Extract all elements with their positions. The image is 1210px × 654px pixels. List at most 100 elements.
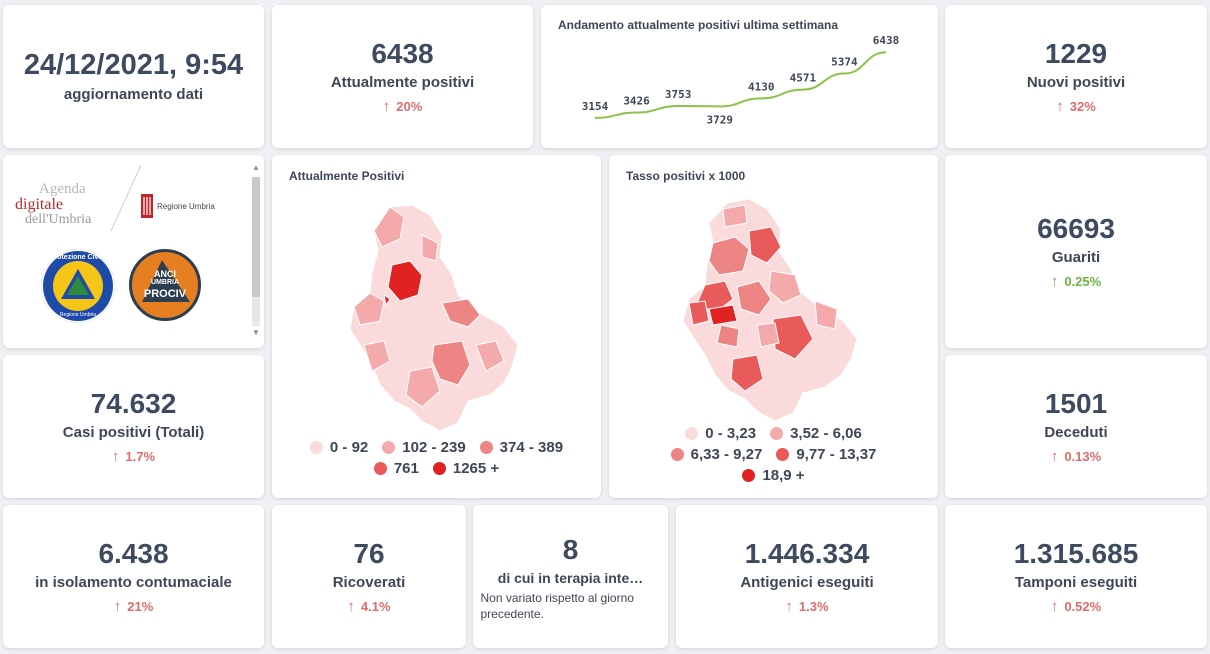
isolamento-delta: ↑ 21% [114,599,154,614]
legend-label: 6,33 - 9,27 [690,446,763,463]
isolamento-delta-value: 21% [127,598,154,614]
positivi-delta-value: 20% [396,98,423,114]
isolamento-label: in isolamento contumaciale [35,573,232,591]
legend-label: 0 - 92 [329,439,369,456]
guariti-value: 66693 [1037,213,1115,245]
update-label: aggiornamento dati [63,85,204,103]
deceduti-card: 1501 Deceduti ↑ 0.13% [945,355,1207,498]
legend-dot [432,462,446,475]
deceduti-delta-value: 0.13% [1064,448,1102,464]
protezione-civile-logo[interactable]: Protezione Civile Regione Umbria [41,249,115,323]
regione-umbria-text: Regione Umbria [157,201,215,211]
guariti-card: 66693 Guariti ↑ 0.25% [945,155,1207,348]
positivi-label: Attualmente positivi [330,73,475,91]
update-datetime: 24/12/2021, 9:54 [23,49,244,82]
agenda-digitale-logo[interactable]: Agenda digitale dell'Umbria [15,182,115,227]
guariti-delta: ↑ 0.25% [1051,274,1101,289]
trend-data-label: 3426 [623,94,650,107]
terapia-label: di cui in terapia inte… [497,569,644,586]
map-positivi-title: Attualmente Positivi [289,169,405,183]
update-card: 24/12/2021, 9:54 aggiornamento dati [3,5,264,148]
ricoverati-label: Ricoverati [332,573,406,591]
trend-data-label: 4571 [790,72,817,85]
terapia-value: 8 [562,534,579,565]
legend-item[interactable]: 6,33 - 9,27 [670,446,763,463]
arrow-up-icon: ↑ [1056,97,1064,115]
trend-data-label: 3154 [582,100,609,113]
anci-triangle-icon [142,260,190,302]
trend-data-label: 6438 [873,34,900,47]
guariti-label: Guariti [1051,248,1101,266]
legend-dot [373,462,387,475]
legend-item[interactable]: 18,9 + [742,467,805,484]
totali-value: 74.632 [90,388,177,420]
scroll-thumb[interactable] [252,177,260,297]
anci-text-2: UMBRIA [151,279,179,287]
map-tasso-title: Tasso positivi x 1000 [626,169,746,183]
deceduti-delta: ↑ 0.13% [1051,449,1101,464]
antigenici-card: 1.446.334 Antigenici eseguiti ↑ 1.3% [676,505,938,648]
divider-line [110,164,142,232]
totali-delta-value: 1.7% [125,448,156,464]
legend-item[interactable]: 374 - 389 [479,439,564,456]
scroll-down-icon[interactable]: ▼ [252,328,260,337]
trend-chart-card: Andamento attualmente positivi ultima se… [541,5,938,148]
map-positivi-card: Attualmente Positivi 0 - 92 102 - 239 37… [272,155,601,498]
arrow-up-icon: ↑ [1050,272,1059,290]
legend-item[interactable]: 1265 + [432,460,499,477]
antigenici-delta: ↑ 1.3% [785,599,828,614]
legend-item[interactable]: 3,52 - 6,06 [770,425,862,442]
legend-label: 9,77 - 13,37 [796,446,877,463]
umbria-map-tasso[interactable] [609,191,938,431]
legend-label: 0 - 3,23 [705,425,757,442]
legend-dot [685,427,699,440]
logos-scrollbar[interactable]: ▲ ▼ [250,163,262,340]
antigenici-value: 1.446.334 [744,538,870,570]
anci-text-1: ANCI [154,269,176,279]
regione-umbria-logo[interactable]: Regione Umbria [140,193,215,219]
arrow-up-icon: ↑ [1050,597,1059,615]
agenda-line2: digitale [15,196,63,213]
tamponi-delta: ↑ 0.52% [1051,599,1101,614]
legend-item[interactable]: 0 - 3,23 [685,425,756,442]
scroll-up-icon[interactable]: ▲ [252,163,260,172]
ricoverati-card: 76 Ricoverati ↑ 4.1% [272,505,466,648]
trend-series-line [594,51,887,119]
map-positivi-legend: 0 - 92 102 - 239 374 - 389 761 1265 + [272,439,601,481]
legend-label: 761 [393,460,419,477]
arrow-up-icon: ↑ [382,97,391,115]
isolamento-value: 6.438 [98,538,169,570]
legend-dot [770,427,784,440]
protezione-bottom-text: Regione Umbria [59,312,97,318]
anci-prociv-logo[interactable]: ANCI UMBRIA PROCIV [129,249,201,321]
legend-label: 3,52 - 6,06 [790,425,862,442]
umbria-map-positivi[interactable] [272,195,601,455]
tamponi-label: Tamponi eseguiti [1014,573,1138,591]
nuovi-delta-value: 32% [1069,98,1096,114]
agenda-line3: dell'Umbria [25,212,92,227]
legend-item[interactable]: 0 - 92 [309,439,369,456]
anci-text-3: PROCIV [143,287,187,300]
trend-chart-title: Andamento attualmente positivi ultima se… [558,18,839,32]
legend-item[interactable]: 9,77 - 13,37 [776,446,876,463]
logos-card: Agenda digitale dell'Umbria Regione Umbr… [3,155,264,348]
legend-dot [309,441,323,454]
legend-item[interactable]: 102 - 239 [382,439,466,456]
legend-dot [670,448,684,461]
totali-label: Casi positivi (Totali) [62,423,205,441]
legend-label: 18,9 + [762,467,805,484]
map-tasso-legend: 0 - 3,23 3,52 - 6,06 6,33 - 9,27 9,77 - … [609,425,938,488]
arrow-up-icon: ↑ [347,597,355,615]
legend-label: 374 - 389 [499,439,564,456]
totali-card: 74.632 Casi positivi (Totali) ↑ 1.7% [3,355,264,498]
nuovi-label: Nuovi positivi [1026,73,1126,91]
antigenici-label: Antigenici eseguiti [740,573,874,591]
legend-label: 102 - 239 [402,439,466,456]
legend-dot [382,441,396,454]
deceduti-value: 1501 [1044,388,1108,420]
legend-item[interactable]: 761 [373,460,419,477]
tamponi-card: 1.315.685 Tamponi eseguiti ↑ 0.52% [945,505,1207,648]
nuovi-delta: ↑ 32% [1056,99,1096,114]
trend-data-label: 4130 [748,80,775,93]
terapia-card: 8 di cui in terapia inte… Non variato ri… [473,505,668,648]
